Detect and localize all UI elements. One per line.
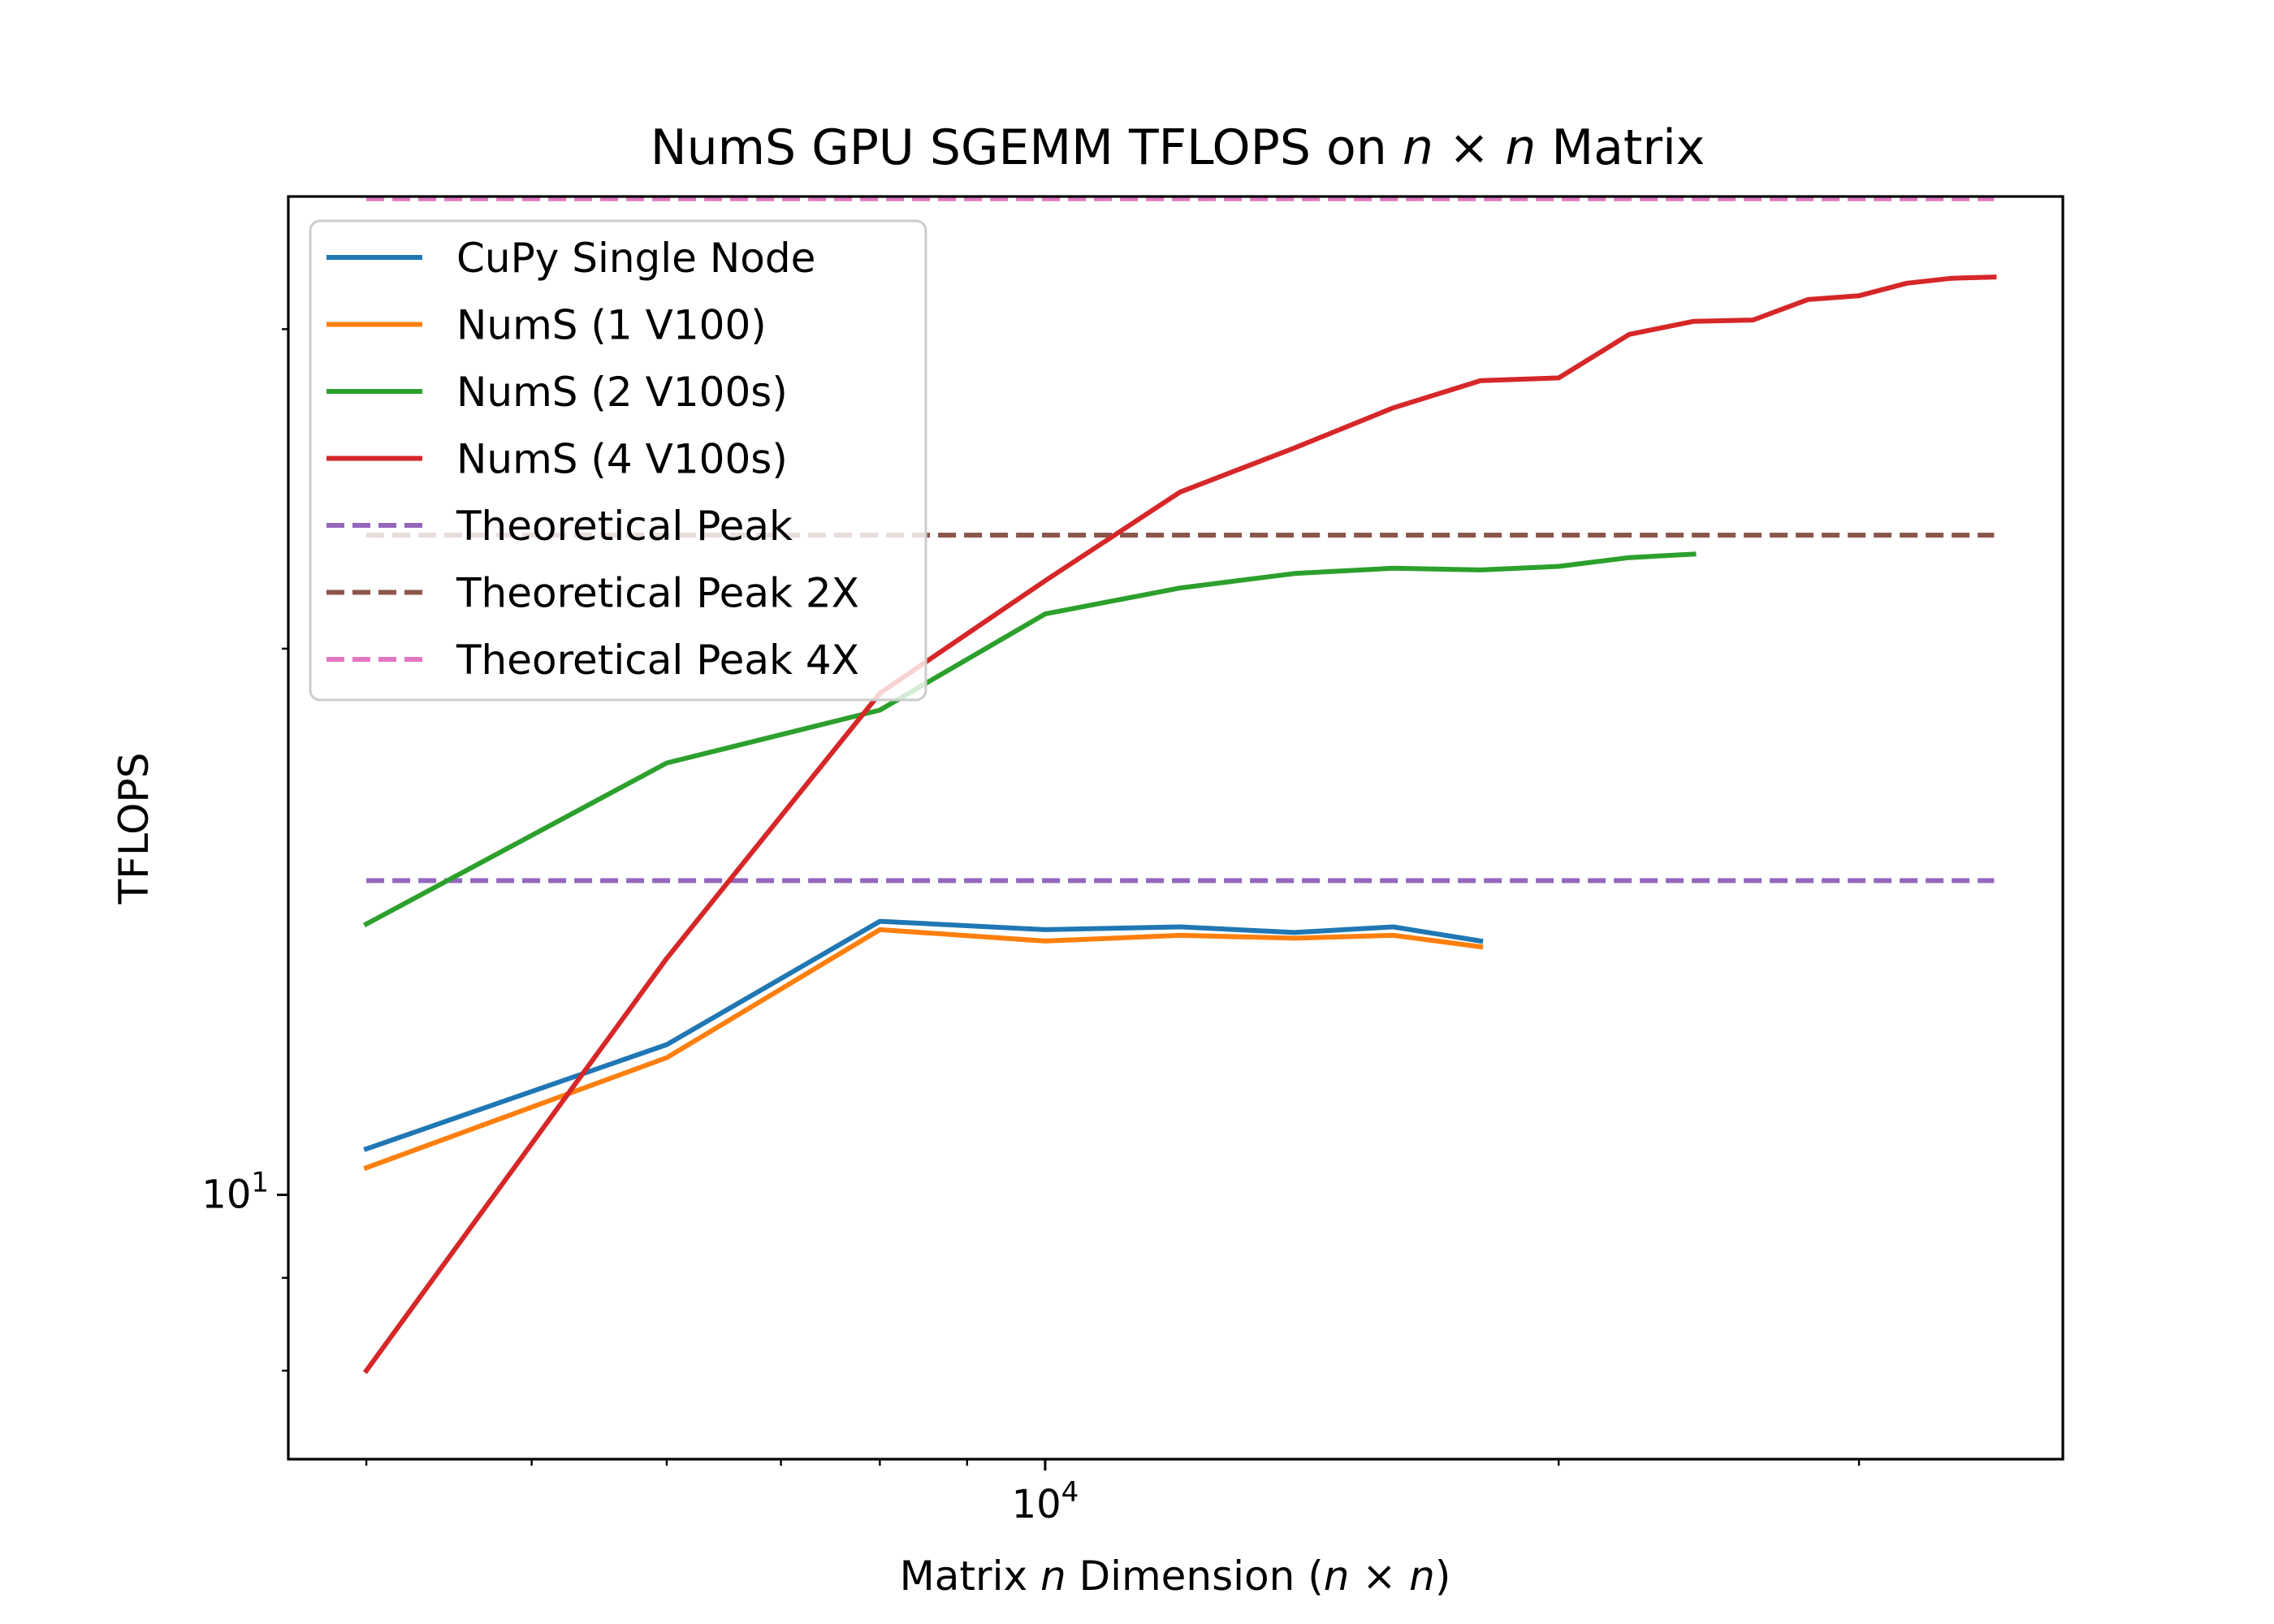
- legend: CuPy Single Node NumS (1 V100) NumS (2 V10…: [309, 219, 927, 702]
- series-line-1: [363, 918, 1484, 1152]
- legend-label-6: Theoretical Peak 2X: [456, 570, 859, 617]
- x-axis-label: Matrix n Dimension (n × n): [900, 1553, 1451, 1600]
- series-line-2: [363, 926, 1484, 1171]
- legend-label-2: NumS (1 V100): [456, 302, 767, 349]
- legend-label-3: NumS (2 V100s): [456, 369, 788, 416]
- legend-label-7: Theoretical Peak 4X: [456, 637, 859, 684]
- x-tick-label: 104: [1012, 1476, 1079, 1527]
- legend-label-4: NumS (4 V100s): [456, 436, 788, 483]
- chart-title: NumS GPU SGEMM TFLOPS on n × n Matrix: [651, 119, 1706, 176]
- plot-frame: [287, 195, 2064, 1461]
- legend-box: [309, 219, 927, 702]
- y-tick-label: 101: [201, 1166, 269, 1217]
- legend-label-5: Theoretical Peak: [456, 503, 793, 550]
- y-axis-label: TFLOPS: [110, 753, 158, 905]
- series-line-4: [362, 274, 1997, 1375]
- legend-label-1: CuPy Single Node: [456, 235, 815, 282]
- series-line-3: [363, 551, 1697, 928]
- y-axis-ticks: 101: [201, 328, 288, 1372]
